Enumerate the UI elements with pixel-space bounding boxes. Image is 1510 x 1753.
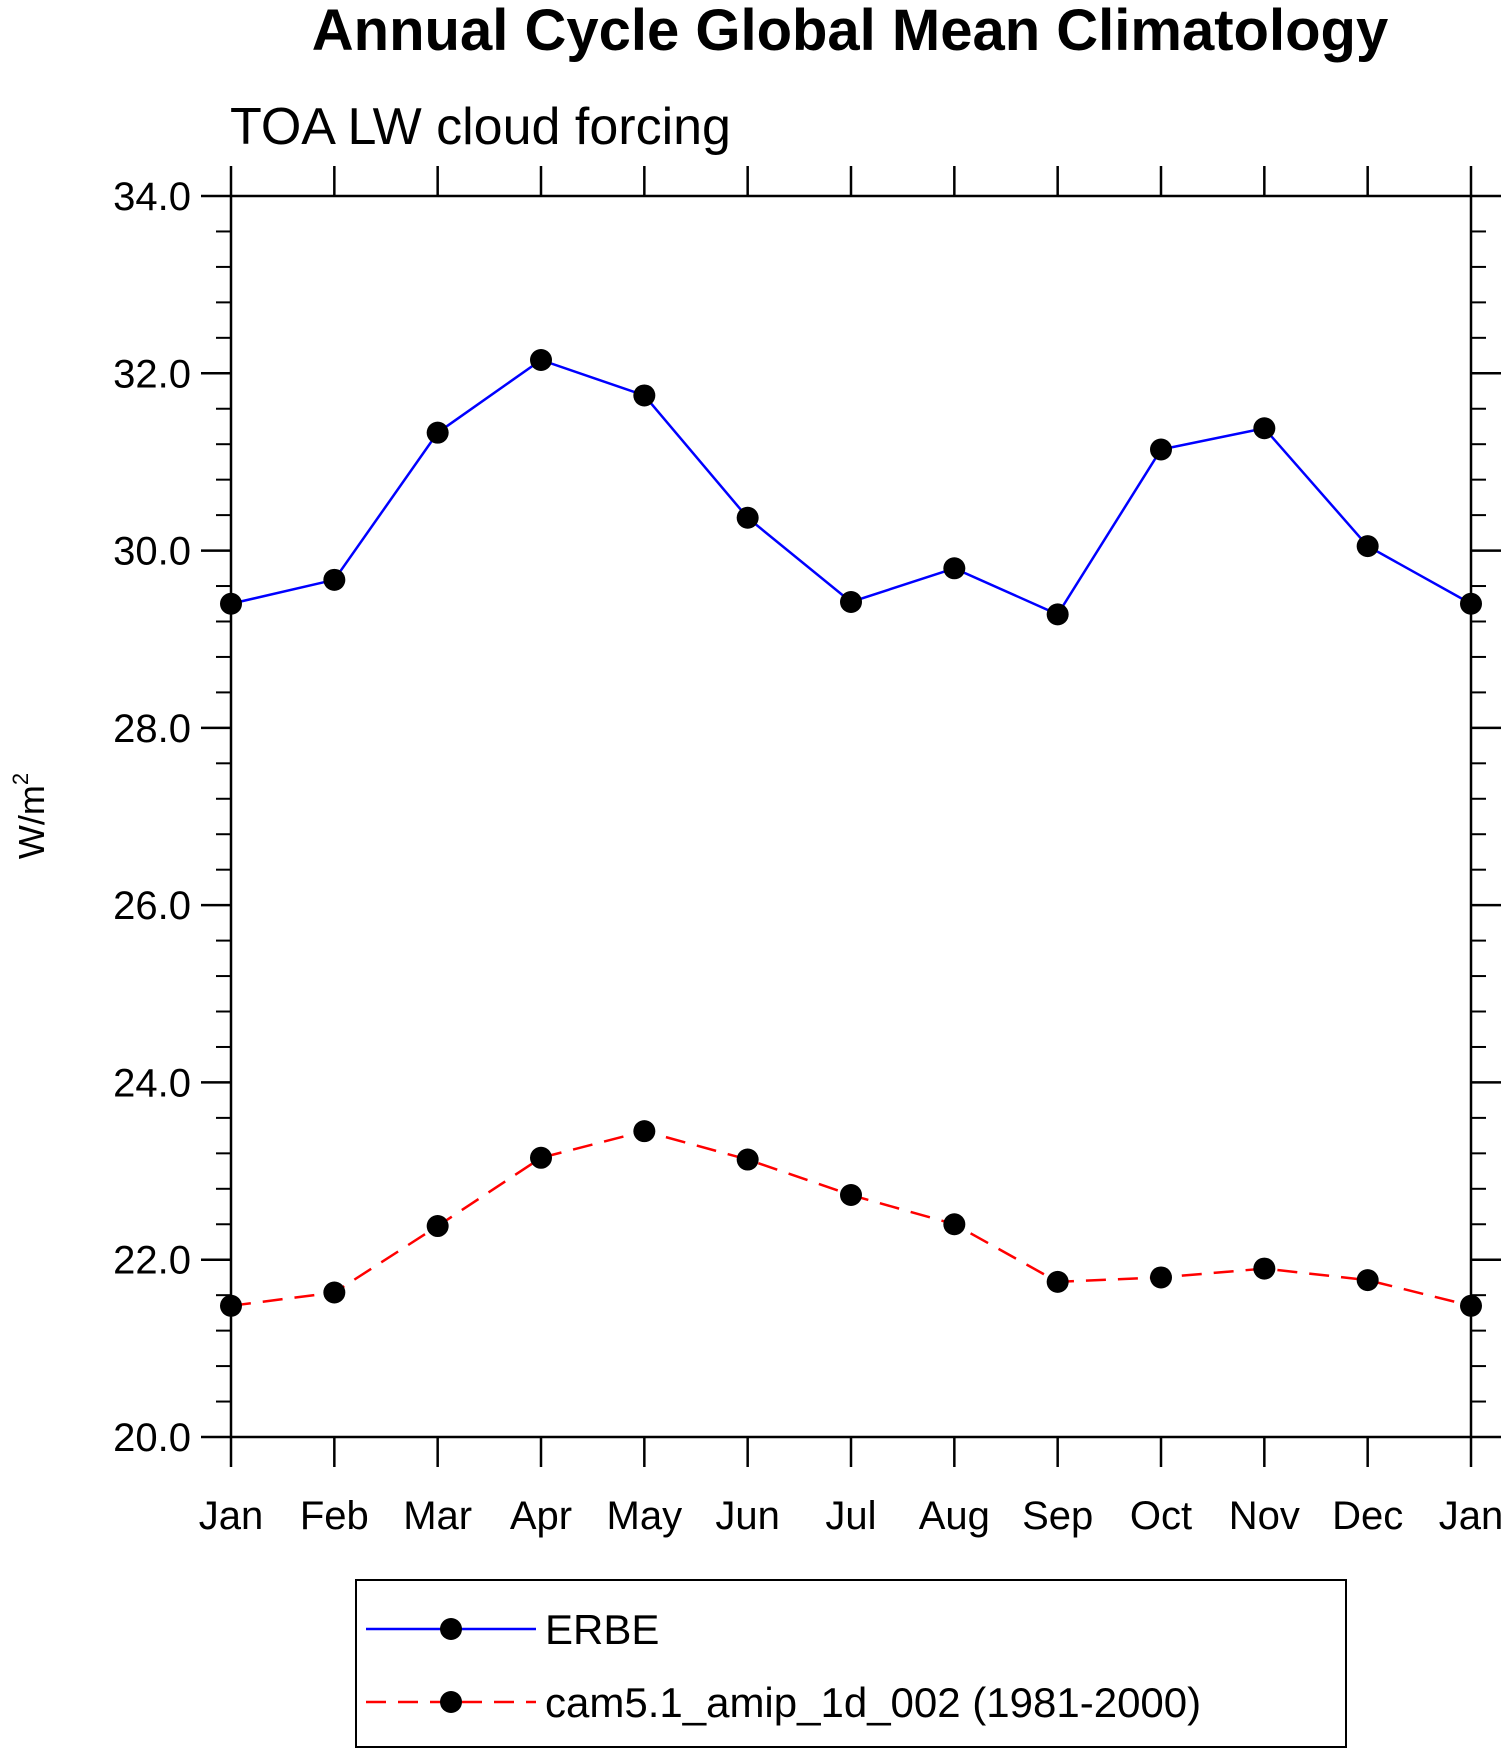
data-point [530, 348, 552, 371]
data-point [943, 1213, 966, 1236]
data-point [1356, 535, 1379, 558]
data-point [943, 557, 966, 580]
data-point [1356, 1269, 1379, 1292]
x-tick-label: Aug [919, 1494, 990, 1538]
y-tick-label: 24.0 [113, 1061, 191, 1105]
legend-box [355, 1579, 1347, 1748]
x-tick-label: Oct [1130, 1494, 1192, 1538]
y-tick-label: 32.0 [113, 352, 191, 396]
y-axis-label-base: W/m [11, 785, 52, 859]
data-point [530, 1146, 552, 1169]
legend-marker [440, 1691, 462, 1713]
y-tick-label: 26.0 [113, 884, 191, 928]
y-tick-label: 30.0 [113, 530, 191, 574]
axis-ticks: 20.0 22.0 24.0 26.0 28.0 30.0 32.0 34.0 Jan Feb Ma… [113, 166, 1503, 1538]
y-tick-label: 34.0 [113, 175, 191, 219]
data-point [1150, 1266, 1172, 1289]
data-point [1150, 438, 1172, 461]
y-tick-label: 20.0 [113, 1416, 191, 1460]
x-tick-label: Sep [1022, 1494, 1093, 1538]
data-point [426, 421, 449, 444]
chart-subtitle: TOA LW cloud forcing [230, 98, 731, 156]
x-tick-label: Feb [300, 1494, 369, 1538]
series-line [230, 1129, 1472, 1308]
x-tick-label: Jan [199, 1494, 264, 1538]
data-point [633, 1120, 656, 1143]
data-point [736, 1148, 759, 1171]
plot-frame [229, 194, 1473, 1439]
x-tick-label: Apr [510, 1494, 572, 1538]
data-point [736, 506, 759, 529]
legend: ERBE cam5.1_amip_1d_002 (1981-2000) [355, 1579, 1347, 1748]
x-tick-label: Jun [715, 1494, 780, 1538]
data-point [1046, 1270, 1069, 1293]
y-tick-label: 28.0 [113, 707, 191, 751]
y-axis-label-superscript: 2 [8, 773, 33, 785]
y-axis-label: W/m2 [8, 773, 52, 859]
data-point [1253, 1257, 1276, 1280]
data-point [840, 1184, 862, 1207]
chart-title: Annual Cycle Global Mean Climatology [312, 0, 1388, 63]
series-line [230, 358, 1472, 616]
data-point [323, 1281, 346, 1304]
data-point [1253, 417, 1276, 440]
data-point [840, 590, 862, 613]
x-tick-label: Nov [1229, 1494, 1300, 1538]
plot-area [220, 348, 1482, 1317]
series-1 [220, 1120, 1482, 1317]
x-tick-label: May [607, 1494, 683, 1538]
data-point [1046, 603, 1069, 626]
legend-label: ERBE [545, 1606, 659, 1653]
legend-label: cam5.1_amip_1d_002 (1981-2000) [545, 1679, 1201, 1726]
legend-marker [440, 1618, 462, 1640]
x-tick-label: Mar [403, 1494, 472, 1538]
x-tick-label: Jul [825, 1494, 876, 1538]
data-point [633, 384, 656, 407]
data-point [426, 1215, 449, 1238]
series-0 [220, 348, 1482, 626]
x-tick-label: Dec [1332, 1494, 1403, 1538]
y-tick-label: 22.0 [113, 1239, 191, 1283]
data-point [323, 568, 346, 591]
x-tick-label: Jan [1439, 1494, 1504, 1538]
